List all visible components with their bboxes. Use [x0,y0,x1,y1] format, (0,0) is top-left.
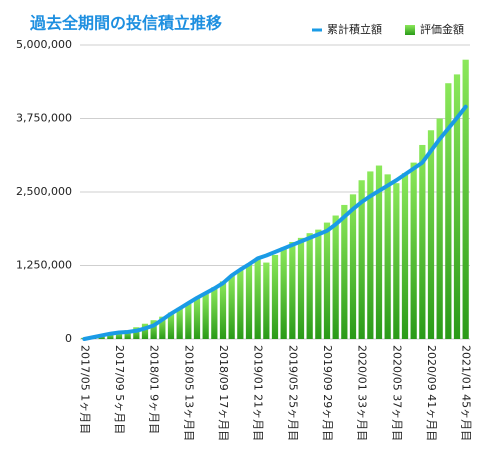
x-tick-label: 2021/01 45ヶ月目 [460,345,473,441]
y-tick-label: 2,500,000 [16,185,72,198]
bar [115,332,123,339]
bar [306,233,313,339]
bar [237,269,244,339]
bar [289,241,296,339]
x-tick-label: 2019/01 21ヶ月目 [252,345,265,441]
bar [427,130,435,339]
bar [141,323,149,339]
bar [367,171,374,339]
x-tick-label: 2018/05 13ヶ月目 [182,345,195,441]
bar [176,307,183,339]
x-tick-label: 2018/01 9ヶ月目 [148,345,161,434]
bar [280,247,287,339]
bar [193,298,201,339]
legend-label: 評価金額 [420,22,464,36]
bar [159,316,166,339]
bar [332,215,339,339]
x-tick-label: 2017/05 1ヶ月目 [78,345,91,434]
bar [245,263,253,339]
x-tick-label: 2019/05 25ヶ月目 [286,345,299,441]
bar [323,222,331,339]
bar [167,312,175,339]
bar [419,144,426,339]
bar [254,259,261,339]
x-tick-label: 2020/01 33ヶ月目 [356,345,369,441]
bar [271,254,279,339]
bar [384,174,391,339]
y-tick-label: 5,000,000 [16,38,72,51]
bar [445,83,452,339]
bar [150,320,157,339]
y-tick-label: 0 [65,332,72,345]
bar [453,74,461,340]
x-tick-label: 2020/09 41ヶ月目 [425,345,438,441]
bar [401,173,409,339]
y-tick-label: 1,250,000 [16,259,72,272]
chart-title: 過去全期間の投信積立推移 [29,14,222,33]
x-tick-label: 2017/09 5ヶ月目 [113,345,126,434]
bar [341,204,348,339]
bar [185,303,192,339]
bar [124,330,131,339]
bar [107,333,114,339]
bar [228,275,235,339]
bar [297,237,305,339]
bar [263,262,270,339]
legend-label: 累計積立額 [327,22,382,36]
bar [375,165,383,339]
bar [436,118,443,339]
line [82,104,468,341]
bar [349,194,357,339]
bar [202,293,209,339]
x-tick-label: 2018/09 17ヶ月目 [217,345,230,441]
x-tick-label: 2020/05 37ヶ月目 [390,345,403,441]
bar [462,59,469,339]
bar [219,281,227,339]
bar [358,180,365,339]
bar [410,162,417,339]
bar [133,327,140,339]
y-tick-label: 3,750,000 [16,112,72,125]
bar [393,183,400,339]
bar [211,287,218,339]
bar [315,229,322,339]
x-tick-label: 2019/09 29ヶ月目 [321,345,334,441]
legend-swatch [405,25,415,35]
